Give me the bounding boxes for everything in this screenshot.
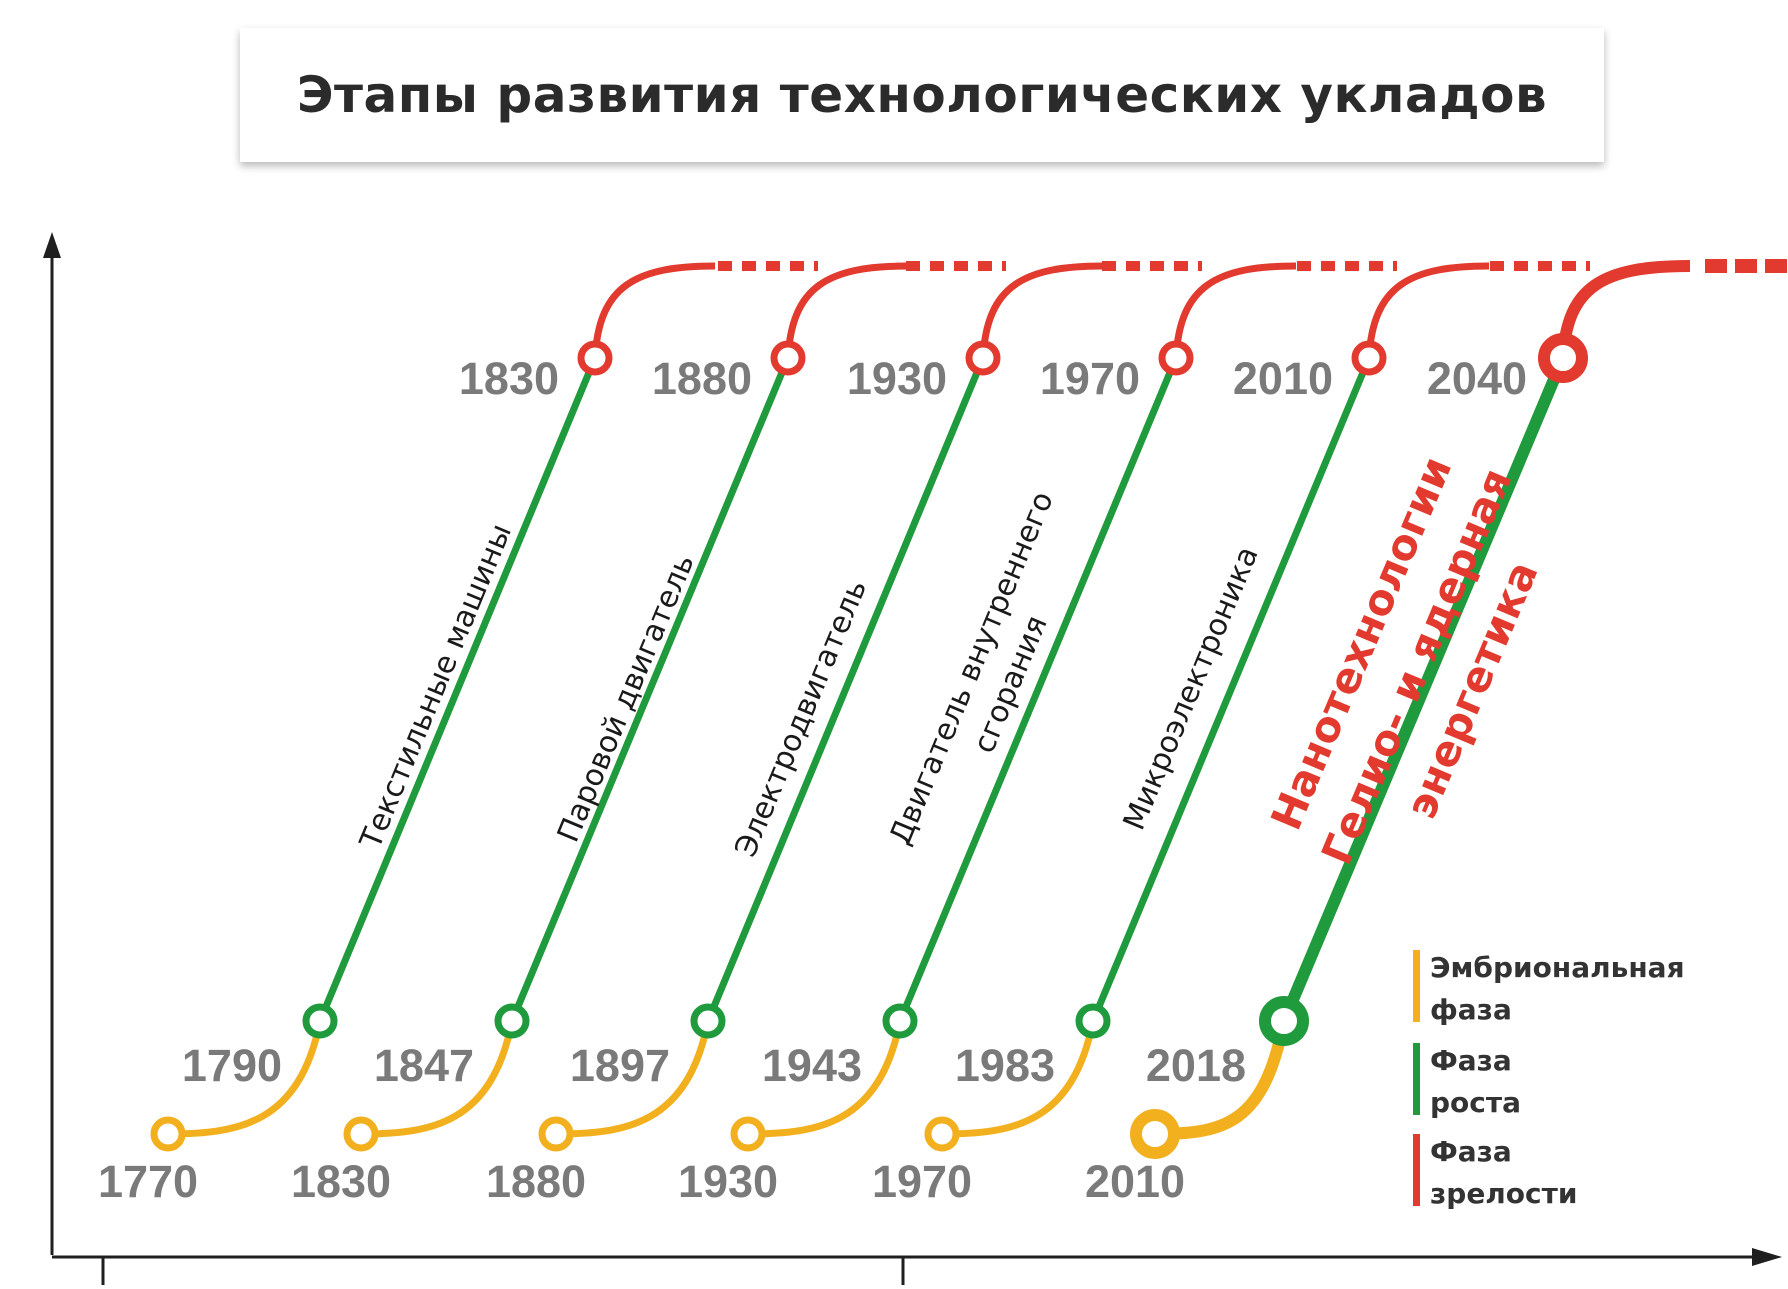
embryonic-phase-curve bbox=[357, 1017, 516, 1138]
legend-label: Фаза bbox=[1430, 1135, 1512, 1168]
growth-phase-line bbox=[508, 354, 792, 1025]
legend-label: фаза bbox=[1430, 993, 1512, 1026]
technology-label: Электродвигатель bbox=[728, 575, 874, 862]
embryonic-start-year: 1970 bbox=[872, 1156, 972, 1207]
legend-label: зрелости bbox=[1430, 1177, 1578, 1210]
growth-phase-line bbox=[704, 354, 987, 1025]
maturity-phase-curve bbox=[1365, 262, 1490, 359]
legend: Эмбриональная фаза Фаза роста Фаза зрелости bbox=[1413, 950, 1685, 1210]
maturity-start-year: 2010 bbox=[1233, 353, 1333, 404]
embryonic-start-year: 1830 bbox=[291, 1156, 391, 1207]
y-axis-arrow bbox=[43, 232, 61, 258]
maturity-node bbox=[965, 340, 1001, 376]
legend-item-embryonic: Эмбриональная фаза bbox=[1413, 950, 1685, 1026]
x-axis-arrow bbox=[1752, 1248, 1782, 1266]
maturity-phase-curve bbox=[1172, 262, 1297, 359]
embryonic-node bbox=[1130, 1109, 1180, 1159]
embryonic-node bbox=[730, 1116, 766, 1152]
embryonic-phase-curve bbox=[938, 1017, 1097, 1138]
legend-label: роста bbox=[1430, 1086, 1521, 1119]
growth-node bbox=[494, 1003, 530, 1039]
embryonic-node bbox=[538, 1116, 574, 1152]
growth-start-year: 1790 bbox=[182, 1040, 282, 1091]
growth-start-year: 1897 bbox=[570, 1040, 670, 1091]
legend-item-maturity: Фаза зрелости bbox=[1413, 1134, 1578, 1210]
embryonic-start-year: 2010 bbox=[1085, 1156, 1185, 1207]
maturity-phase-curve bbox=[979, 262, 1104, 359]
growth-phase-line bbox=[896, 354, 1180, 1025]
growth-node bbox=[690, 1003, 726, 1039]
maturity-start-year: 2040 bbox=[1427, 353, 1527, 404]
growth-start-year: 1847 bbox=[374, 1040, 474, 1091]
growth-phase-line bbox=[1278, 352, 1569, 1027]
growth-start-year: 2018 bbox=[1146, 1040, 1246, 1091]
maturity-node bbox=[1538, 333, 1588, 383]
axes bbox=[43, 232, 1782, 1285]
maturity-start-year: 1830 bbox=[459, 353, 559, 404]
technology-label-line: Текстильные машины bbox=[353, 519, 519, 855]
growth-node bbox=[1075, 1003, 1111, 1039]
legend-label: Эмбриональная bbox=[1430, 951, 1685, 984]
legend-swatch bbox=[1413, 950, 1420, 1022]
maturity-start-year: 1880 bbox=[652, 353, 752, 404]
growth-node bbox=[302, 1003, 338, 1039]
legend-swatch bbox=[1413, 1134, 1420, 1206]
embryonic-node bbox=[343, 1116, 379, 1152]
embryonic-start-year: 1930 bbox=[678, 1156, 778, 1207]
page-title: Этапы развития технологических укладов bbox=[296, 66, 1548, 124]
technology-label: Паровой двигатель bbox=[551, 549, 702, 847]
title-card: Этапы развития технологических укладов bbox=[240, 28, 1604, 162]
embryonic-start-year: 1770 bbox=[98, 1156, 198, 1207]
embryonic-phase-curve bbox=[164, 1017, 324, 1138]
embryonic-phase-curve bbox=[744, 1017, 904, 1138]
embryonic-phase-curve bbox=[552, 1017, 712, 1138]
maturity-node bbox=[770, 340, 806, 376]
maturity-node bbox=[577, 340, 613, 376]
legend-swatch bbox=[1413, 1043, 1420, 1115]
maturity-node bbox=[1158, 340, 1194, 376]
maturity-node bbox=[1351, 340, 1387, 376]
embryonic-start-year: 1880 bbox=[486, 1156, 586, 1207]
technology-label: Текстильные машины bbox=[353, 519, 519, 855]
growth-node bbox=[1259, 996, 1309, 1046]
growth-phase-line bbox=[316, 354, 599, 1025]
maturity-phase-curve bbox=[591, 262, 716, 359]
embryonic-node bbox=[150, 1116, 186, 1152]
growth-start-year: 1983 bbox=[955, 1040, 1055, 1091]
maturity-start-year: 1970 bbox=[1040, 353, 1140, 404]
waves: 1770 1790 1830 Текстильные машины 1830 1847 18… bbox=[98, 259, 1788, 1207]
legend-label: Фаза bbox=[1430, 1044, 1512, 1077]
legend-item-growth: Фаза роста bbox=[1413, 1043, 1521, 1119]
technology-label-line: Электродвигатель bbox=[728, 575, 874, 862]
growth-start-year: 1943 bbox=[762, 1040, 862, 1091]
technology-label-line: Паровой двигатель bbox=[551, 549, 702, 847]
maturity-start-year: 1930 bbox=[847, 353, 947, 404]
growth-phase-line bbox=[1089, 354, 1373, 1025]
embryonic-node bbox=[924, 1116, 960, 1152]
growth-node bbox=[882, 1003, 918, 1039]
maturity-phase-curve bbox=[784, 262, 909, 359]
